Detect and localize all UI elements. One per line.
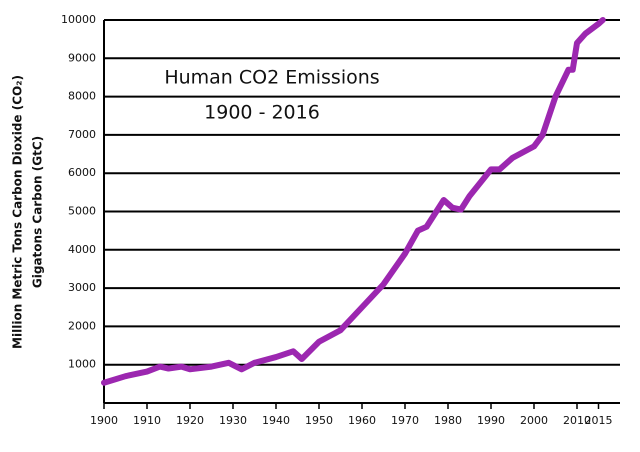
x-tick-label: 1900: [90, 414, 118, 427]
y-tick-label: 10000: [61, 13, 96, 26]
x-tick-label: 1970: [391, 414, 419, 427]
x-tick-label: 1920: [176, 414, 204, 427]
y-tick-label: 4000: [68, 243, 96, 256]
x-tick-label: 1940: [262, 414, 290, 427]
x-tick-label: 1990: [477, 414, 505, 427]
x-tick-label: 2000: [520, 414, 548, 427]
x-tick-label: 2010: [563, 414, 591, 427]
y-tick-label: 8000: [68, 90, 96, 103]
x-tick-label: 1980: [434, 414, 462, 427]
x-tick-label: 1910: [133, 414, 161, 427]
y-tick-label: 5000: [68, 205, 96, 218]
x-tick-label: 1950: [305, 414, 333, 427]
y-tick-label: 2000: [68, 319, 96, 332]
y-axis-label: Million Metric Tons Carbon Dioxide (CO₂): [11, 75, 25, 349]
line-series: [101, 17, 606, 386]
chart-title: Human CO2 Emissions: [164, 67, 379, 89]
y-axis-label: Gigatons Carbon (GtC): [31, 136, 45, 288]
x-tick-label: 1960: [348, 414, 376, 427]
x-tick-label: 2015: [585, 414, 613, 427]
y-tick-label: 3000: [68, 281, 96, 294]
y-tick-label: 1000: [68, 358, 96, 371]
x-tick-label: 1930: [219, 414, 247, 427]
chart-subtitle: 1900 - 2016: [204, 102, 320, 124]
y-tick-label: 7000: [68, 128, 96, 141]
y-tick-label: 9000: [68, 51, 96, 64]
y-tick-label: 6000: [68, 166, 96, 179]
